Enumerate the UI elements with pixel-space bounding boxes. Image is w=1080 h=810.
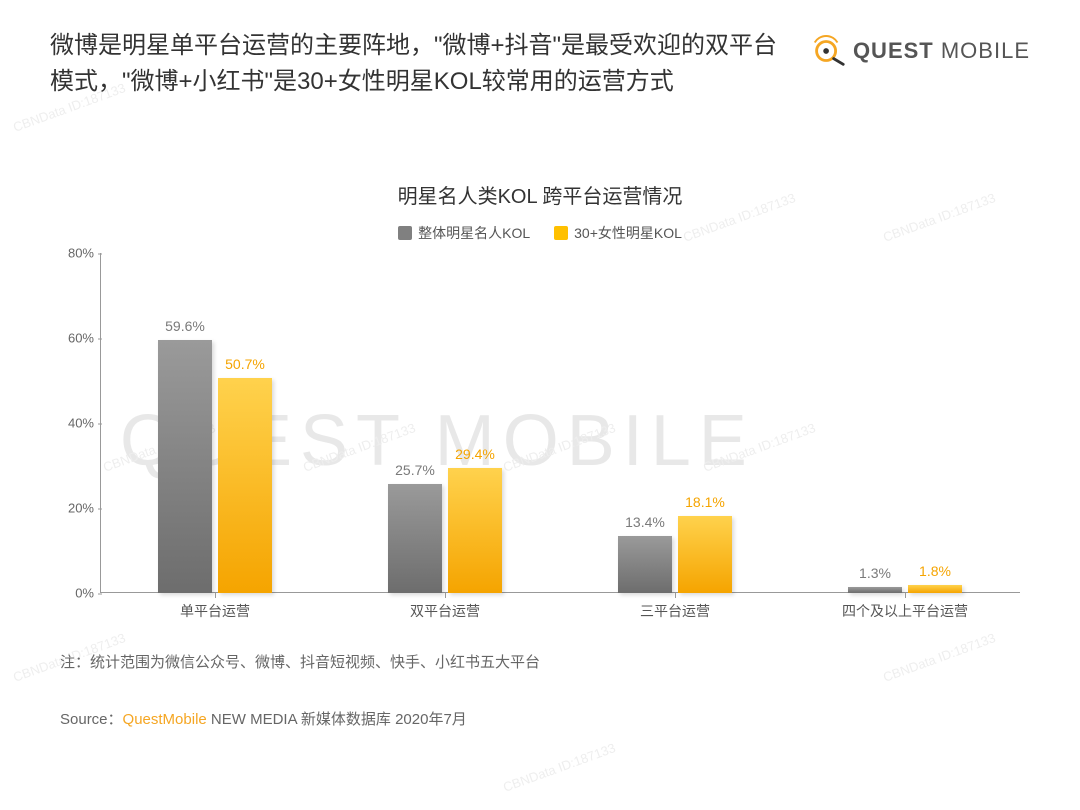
x-axis-label: 单平台运营 [100,601,330,621]
x-axis-label: 四个及以上平台运营 [790,601,1020,621]
bar: 50.7% [218,378,272,593]
bar-value-label: 25.7% [395,462,435,478]
bar-groups: 59.6%50.7%单平台运营25.7%29.4%双平台运营13.4%18.1%… [100,253,1020,593]
bar-value-label: 1.3% [859,565,891,581]
bar-value-label: 18.1% [685,494,725,510]
bar: 13.4% [618,536,672,593]
chart-legend: 整体明星名人KOL 30+女性明星KOL [60,223,1020,243]
chart-footnote: 注：统计范围为微信公众号、微博、抖音短视频、快手、小红书五大平台 [60,651,1020,672]
bar-value-label: 1.8% [919,563,951,579]
legend-item: 整体明星名人KOL [398,223,530,243]
legend-item: 30+女性明星KOL [554,223,682,243]
bar: 29.4% [448,468,502,593]
bar: 1.3% [848,587,902,593]
bar: 59.6% [158,340,212,593]
data-source: Source：QuestMobile NEW MEDIA 新媒体数据库 2020… [60,708,1020,729]
bar-chart: 明星名人类KOL 跨平台运营情况 整体明星名人KOL 30+女性明星KOL 0%… [60,180,1020,633]
legend-label: 30+女性明星KOL [574,223,682,243]
plot-area: 0%20%40%60%80% 59.6%50.7%单平台运营25.7%29.4%… [100,253,1020,633]
bar-group: 1.3%1.8%四个及以上平台运营 [790,253,1020,593]
y-tick: 60% [68,331,94,346]
y-axis: 0%20%40%60%80% [60,253,100,593]
x-tick [215,593,216,598]
bar-value-label: 29.4% [455,446,495,462]
header: 微博是明星单平台运营的主要阵地，"微博+抖音"是最受欢迎的双平台模式，"微博+小… [0,0,1080,100]
brand-logo: QUEST MOBILE [809,32,1030,70]
legend-label: 整体明星名人KOL [418,223,530,243]
bar: 1.8% [908,585,962,593]
page-headline: 微博是明星单平台运营的主要阵地，"微博+抖音"是最受欢迎的双平台模式，"微博+小… [50,28,790,100]
bar-value-label: 13.4% [625,514,665,530]
bar: 18.1% [678,516,732,593]
bar-value-label: 59.6% [165,318,205,334]
bar-group: 13.4%18.1%三平台运营 [560,253,790,593]
bar-value-label: 50.7% [225,356,265,372]
y-tick: 20% [68,501,94,516]
x-tick [445,593,446,598]
x-axis-label: 三平台运营 [560,601,790,621]
bar: 25.7% [388,484,442,593]
legend-swatch [398,226,412,240]
x-tick [675,593,676,598]
chart-title: 明星名人类KOL 跨平台运营情况 [60,180,1020,209]
y-tick: 40% [68,416,94,431]
legend-swatch [554,226,568,240]
questmobile-icon [809,32,847,70]
y-tick: 0% [75,586,94,601]
bar-group: 25.7%29.4%双平台运营 [330,253,560,593]
logo-text: QUEST MOBILE [853,38,1030,64]
x-axis-label: 双平台运营 [330,601,560,621]
y-tick: 80% [68,246,94,261]
x-tick [905,593,906,598]
bar-group: 59.6%50.7%单平台运营 [100,253,330,593]
watermark-small: CBNData ID:187133 [501,740,617,795]
